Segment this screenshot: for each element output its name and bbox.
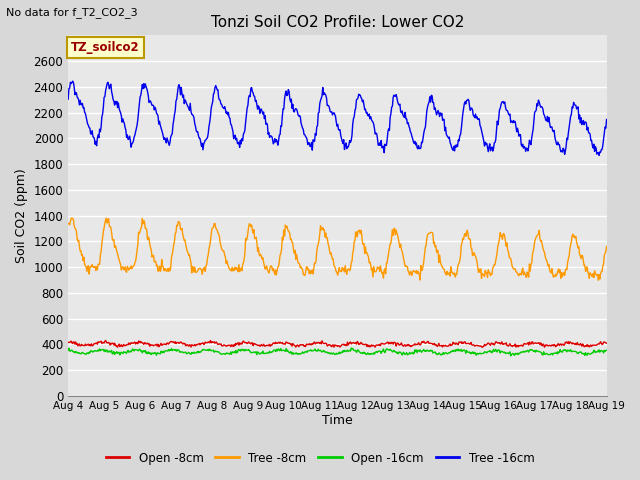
X-axis label: Time: Time	[322, 414, 353, 427]
Text: No data for f_T2_CO2_3: No data for f_T2_CO2_3	[6, 7, 138, 18]
Y-axis label: Soil CO2 (ppm): Soil CO2 (ppm)	[15, 168, 28, 263]
Title: Tonzi Soil CO2 Profile: Lower CO2: Tonzi Soil CO2 Profile: Lower CO2	[211, 15, 464, 30]
Legend: Open -8cm, Tree -8cm, Open -16cm, Tree -16cm: Open -8cm, Tree -8cm, Open -16cm, Tree -…	[101, 447, 539, 469]
Text: TZ_soilco2: TZ_soilco2	[71, 41, 140, 54]
